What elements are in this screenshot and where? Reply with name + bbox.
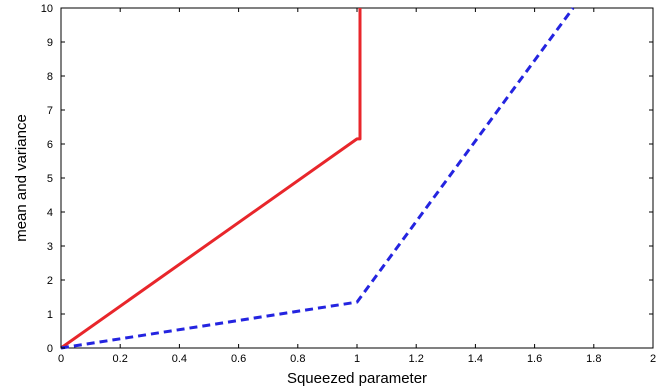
y-tick-label: 3	[47, 241, 53, 253]
series-line-1-solid	[60, 8, 362, 350]
x-tick-label: 0.4	[172, 353, 187, 365]
y-axis-title: mean and variance	[13, 114, 30, 242]
y-tick-label: 5	[47, 173, 53, 185]
y-tick-label: 10	[41, 3, 53, 15]
x-tick-label: 2	[650, 353, 656, 365]
y-tick-label: 8	[47, 71, 53, 83]
x-tick-label: 0.8	[290, 353, 305, 365]
x-axis-ticks: 0 0.2 0.4 0.6 0.8 1 1.2 1.4 1.6 1.8 2	[58, 8, 656, 365]
y-tick-label: 4	[47, 207, 53, 219]
y-tick-label: 9	[47, 37, 53, 49]
x-tick-label: 1.4	[468, 353, 483, 365]
y-tick-label: 7	[47, 105, 53, 117]
y-tick-label: 6	[47, 139, 53, 151]
x-tick-label: 1.2	[409, 353, 424, 365]
y-tick-label: 0	[47, 343, 53, 355]
plot-area	[60, 7, 654, 349]
y-tick-label: 1	[47, 309, 53, 321]
series-layer	[60, 7, 575, 350]
x-tick-label: 0.6	[231, 353, 246, 365]
y-tick-label: 2	[47, 275, 53, 287]
y-axis-ticks: 0 1 2 3 4 5 6 7 8 9 10	[41, 3, 653, 355]
x-tick-label: 1.8	[586, 353, 601, 365]
x-tick-label: 0	[58, 353, 64, 365]
x-tick-label: 1.6	[527, 353, 542, 365]
x-axis-title: Squeezed parameter	[287, 370, 427, 387]
x-tick-label: 0.2	[113, 353, 128, 365]
series-line-2-dashed	[60, 7, 575, 350]
x-tick-label: 1	[354, 353, 360, 365]
